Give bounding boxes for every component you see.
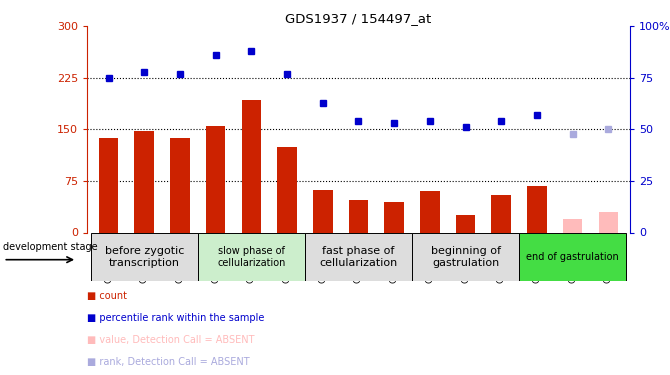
Text: ■ value, Detection Call = ABSENT: ■ value, Detection Call = ABSENT xyxy=(87,335,255,345)
Bar xyxy=(277,147,297,232)
Bar xyxy=(385,202,404,232)
Text: beginning of
gastrulation: beginning of gastrulation xyxy=(431,246,500,268)
Bar xyxy=(135,131,154,232)
Bar xyxy=(98,138,119,232)
Bar xyxy=(313,190,332,232)
Bar xyxy=(420,191,440,232)
Bar xyxy=(170,138,190,232)
Text: ■ percentile rank within the sample: ■ percentile rank within the sample xyxy=(87,313,265,323)
Text: before zygotic
transcription: before zygotic transcription xyxy=(105,246,184,268)
Text: ■ count: ■ count xyxy=(87,291,127,301)
Text: ■ rank, Detection Call = ABSENT: ■ rank, Detection Call = ABSENT xyxy=(87,357,250,366)
Text: end of gastrulation: end of gastrulation xyxy=(527,252,619,262)
Bar xyxy=(492,195,511,232)
Bar xyxy=(456,215,476,232)
Text: slow phase of
cellularization: slow phase of cellularization xyxy=(217,246,285,268)
Bar xyxy=(206,126,225,232)
Bar xyxy=(598,212,618,232)
Bar xyxy=(563,219,582,232)
Bar xyxy=(348,200,369,232)
Bar xyxy=(527,186,547,232)
Text: fast phase of
cellularization: fast phase of cellularization xyxy=(320,246,397,268)
Bar xyxy=(241,100,261,232)
Bar xyxy=(198,232,305,281)
Bar xyxy=(519,232,626,281)
Title: GDS1937 / 154497_at: GDS1937 / 154497_at xyxy=(285,12,431,25)
Text: development stage: development stage xyxy=(3,243,98,252)
Bar xyxy=(90,232,198,281)
Bar xyxy=(305,232,412,281)
Bar xyxy=(412,232,519,281)
